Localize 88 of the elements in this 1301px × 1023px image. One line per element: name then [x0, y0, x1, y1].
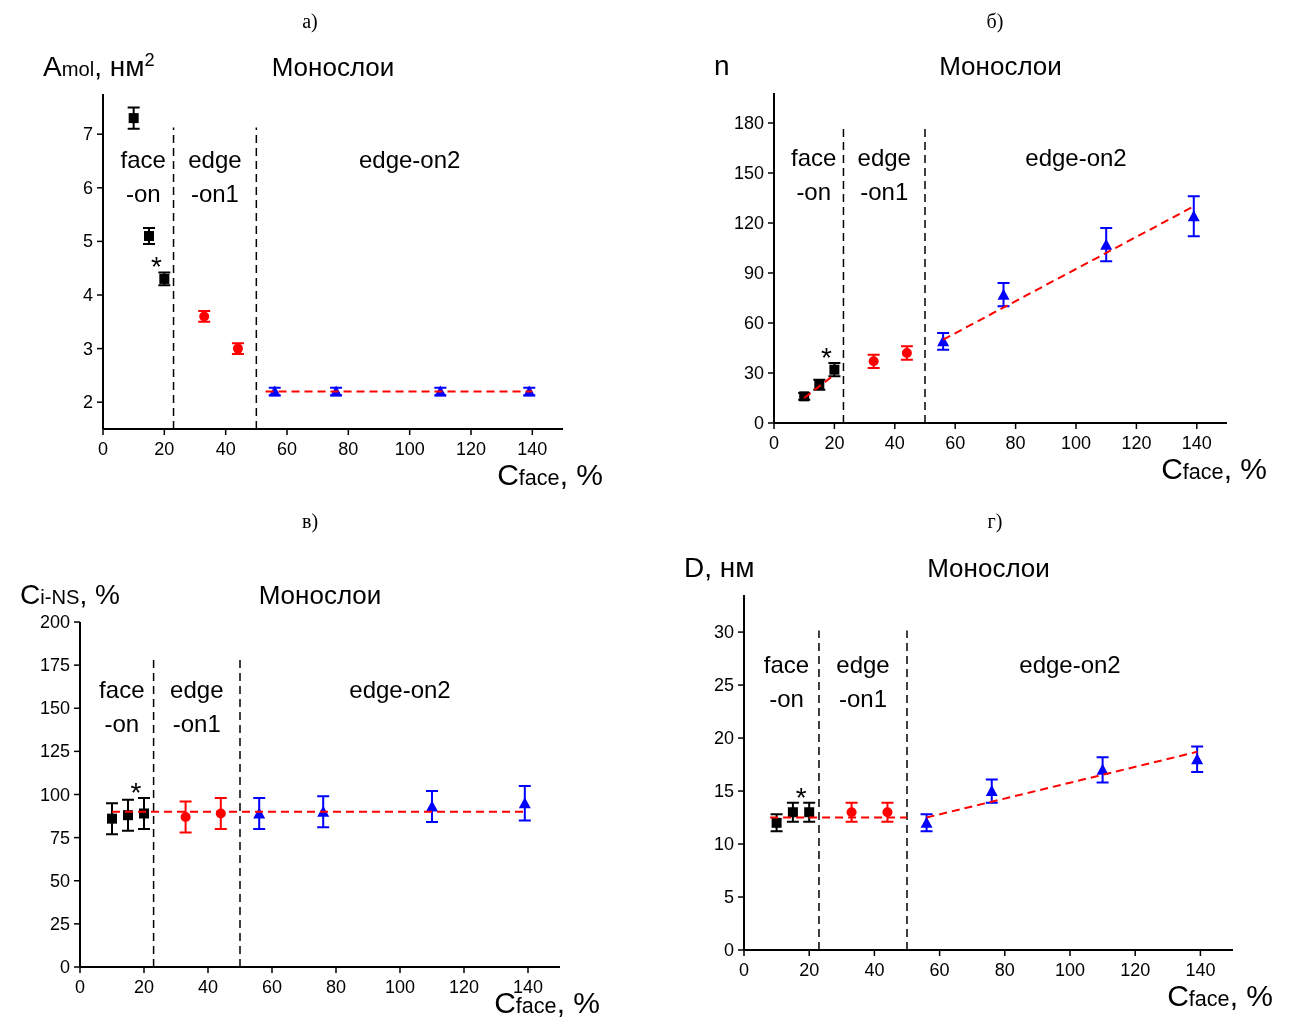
x-tick-label: 0 [768, 433, 780, 453]
annotation: face -on [763, 651, 810, 713]
annotation: edge-on2 [1019, 651, 1121, 679]
x-tick-label: 140 [1181, 433, 1212, 453]
x-axis-title: Cface, % [1167, 979, 1273, 1012]
y-axis-title: D, нм [684, 552, 755, 583]
chart-title: а) [302, 10, 318, 33]
y-tick-label: 30 [713, 622, 734, 643]
y-tick-label: 125 [39, 741, 70, 762]
x-tick-label: 80 [1005, 433, 1026, 453]
annotation: * [130, 776, 142, 808]
x-tick-label: 20 [154, 439, 175, 459]
y-tick-label: 10 [713, 834, 734, 855]
y-axis-title: Amol, нм$^{2}$ [43, 50, 155, 82]
y-tick-label: 150 [733, 163, 764, 183]
y-tick-label: 0 [753, 413, 764, 433]
text: Монослои [258, 580, 382, 610]
x-tick-label: 0 [97, 439, 109, 459]
annotation: * [150, 251, 162, 283]
x-tick-label: 120 [455, 439, 487, 459]
x-tick-label: 40 [215, 439, 236, 459]
x-tick-label: 20 [799, 960, 820, 980]
annotation: edge -on1 [836, 651, 890, 713]
y-tick-label: 25 [49, 913, 70, 934]
x-tick-label: 80 [994, 960, 1015, 980]
chart-title: в) [301, 510, 319, 533]
annotation: edge-on2 [349, 675, 451, 703]
y-tick-label: 6 [82, 177, 93, 198]
x-tick-label: 100 [1054, 960, 1086, 980]
y-tick-label: 15 [713, 781, 734, 802]
x-tick-label: 40 [197, 977, 219, 997]
x-tick-label: 20 [133, 977, 155, 997]
x-tick-label: 140 [1185, 960, 1216, 980]
x-axis-title: Cface, % [497, 458, 603, 491]
y-tick-label: 4 [82, 285, 93, 305]
y-tick-label: 5 [82, 231, 93, 252]
y-tick-label: 25 [713, 675, 734, 696]
x-tick-label: 100 [1060, 433, 1092, 453]
y-tick-label: 5 [723, 887, 734, 908]
y-tick-label: 50 [49, 870, 70, 891]
x-tick-label: 100 [394, 439, 425, 459]
y-tick-label: 100 [39, 784, 70, 805]
x-tick-label: 60 [945, 433, 966, 453]
text: Монослои [927, 553, 1050, 583]
x-tick-label: 120 [448, 977, 480, 997]
y-axis-title: Ci-NS, % [20, 579, 120, 610]
y-tick-label: 2 [82, 392, 93, 413]
y-tick-label: 30 [743, 363, 764, 383]
annotation: face -on [120, 145, 166, 207]
annotation: edge-on2 [358, 145, 461, 173]
x-tick-label: 140 [517, 439, 548, 459]
text: Монослои [271, 52, 395, 82]
y-tick-label: 75 [49, 827, 70, 848]
x-tick-label: 120 [1120, 960, 1151, 980]
x-tick-label: 80 [338, 439, 359, 459]
x-tick-label: 80 [325, 977, 347, 997]
x-tick-label: 120 [1121, 433, 1152, 453]
annotation: edge-on2 [1025, 143, 1127, 171]
x-tick-label: 60 [261, 977, 283, 997]
annotation: * [820, 342, 832, 373]
y-tick-label: 3 [82, 338, 93, 359]
y-tick-label: 150 [39, 698, 70, 719]
y-tick-label: 90 [743, 263, 764, 283]
annotation: face -on [99, 675, 145, 737]
x-tick-label: 20 [824, 433, 845, 453]
y-tick-label: 0 [723, 940, 734, 960]
y-tick-label: 60 [743, 313, 764, 333]
y-axis-title: n [714, 50, 730, 81]
annotation: edge -on1 [170, 675, 224, 737]
x-axis-title: Cface, % [1161, 452, 1267, 485]
annotation: face -on [791, 143, 837, 205]
x-tick-label: 100 [384, 977, 416, 997]
x-tick-label: 40 [884, 433, 905, 453]
y-tick-label: 180 [733, 113, 764, 133]
y-tick-label: 200 [39, 612, 70, 632]
x-tick-label: 60 [276, 439, 298, 459]
y-tick-label: 20 [713, 728, 734, 749]
annotation: edge -on1 [857, 143, 911, 205]
y-tick-label: 175 [39, 655, 70, 676]
annotation: * [795, 781, 807, 813]
x-tick-label: 60 [929, 960, 950, 980]
chart-title: б) [986, 10, 1004, 33]
y-tick-label: 120 [733, 213, 764, 233]
chart-title: г) [987, 510, 1003, 533]
y-tick-label: 7 [82, 124, 93, 145]
annotation: edge -on1 [188, 145, 242, 207]
text: Монослои [939, 51, 1062, 81]
x-tick-label: 40 [864, 960, 885, 980]
